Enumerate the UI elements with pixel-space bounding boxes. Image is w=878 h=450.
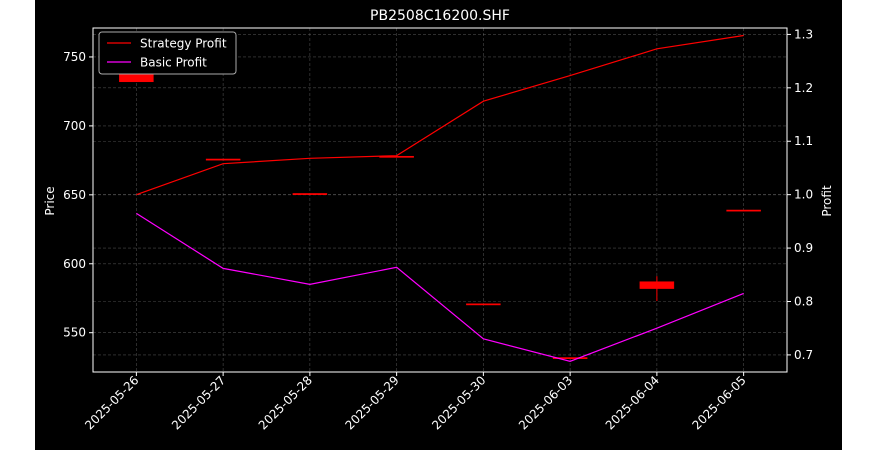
x-tick-label: 2025-05-30 bbox=[429, 373, 488, 432]
y-tick-label-left: 750 bbox=[63, 50, 86, 64]
grid-layer bbox=[93, 28, 787, 372]
x-tick-label: 2025-05-26 bbox=[82, 373, 141, 432]
y-tick-label-right: 1.2 bbox=[794, 81, 813, 95]
y-axis-label-left: Price bbox=[43, 186, 57, 215]
y-tick-label-right: 0.8 bbox=[794, 294, 813, 308]
x-tick-label: 2025-06-05 bbox=[690, 373, 749, 432]
y-tick-label-right: 0.9 bbox=[794, 241, 813, 255]
x-tick-label: 2025-05-27 bbox=[169, 373, 228, 432]
candle-body bbox=[292, 193, 328, 195]
x-tick-label: 2025-05-28 bbox=[256, 373, 315, 432]
chart-title: PB2508C16200.SHF bbox=[370, 8, 510, 24]
lines-layer bbox=[136, 34, 744, 362]
series-line-strategy-profit bbox=[136, 34, 744, 196]
y-tick-label-right: 1.1 bbox=[794, 134, 813, 148]
candle-body bbox=[552, 357, 588, 359]
legend-label-strategy: Strategy Profit bbox=[140, 37, 227, 51]
chart-figure: PB2508C16200.SHF 550 600 650 700 750 0.7 0.8 0.… bbox=[35, 0, 842, 450]
y-tick-label-left: 600 bbox=[63, 257, 86, 271]
y-tick-label-right: 1.3 bbox=[794, 27, 813, 41]
x-tick-label: 2025-06-03 bbox=[516, 373, 575, 432]
candle-body bbox=[726, 209, 761, 212]
y-tick-label-right: 0.7 bbox=[794, 348, 813, 362]
series-line-basic-profit bbox=[136, 212, 744, 362]
y-tick-label-left: 550 bbox=[63, 326, 86, 340]
legend: Strategy Profit Basic Profit bbox=[98, 31, 237, 75]
candle-body bbox=[205, 158, 241, 161]
chart-svg: PB2508C16200.SHF 550 600 650 700 750 0.7 0.8 0.… bbox=[43, 8, 834, 432]
legend-label-basic: Basic Profit bbox=[140, 56, 207, 70]
x-tick-label: 2025-06-04 bbox=[603, 373, 662, 432]
legend-box bbox=[98, 31, 237, 75]
y-tick-label-left: 700 bbox=[63, 119, 86, 133]
candles-layer bbox=[119, 47, 761, 359]
plot-frame bbox=[92, 27, 788, 373]
y-axis-label-right: Profit bbox=[820, 185, 834, 217]
y-tick-label-left: 650 bbox=[63, 188, 86, 202]
candle-body bbox=[639, 281, 675, 289]
axes-layer: 550 600 650 700 750 0.7 0.8 0.9 1.0 1.1 1.2 1.3 2025… bbox=[63, 27, 813, 432]
y-tick-label-right: 1.0 bbox=[794, 188, 813, 202]
x-tick-label: 2025-05-29 bbox=[343, 373, 402, 432]
candle-body bbox=[466, 303, 501, 306]
